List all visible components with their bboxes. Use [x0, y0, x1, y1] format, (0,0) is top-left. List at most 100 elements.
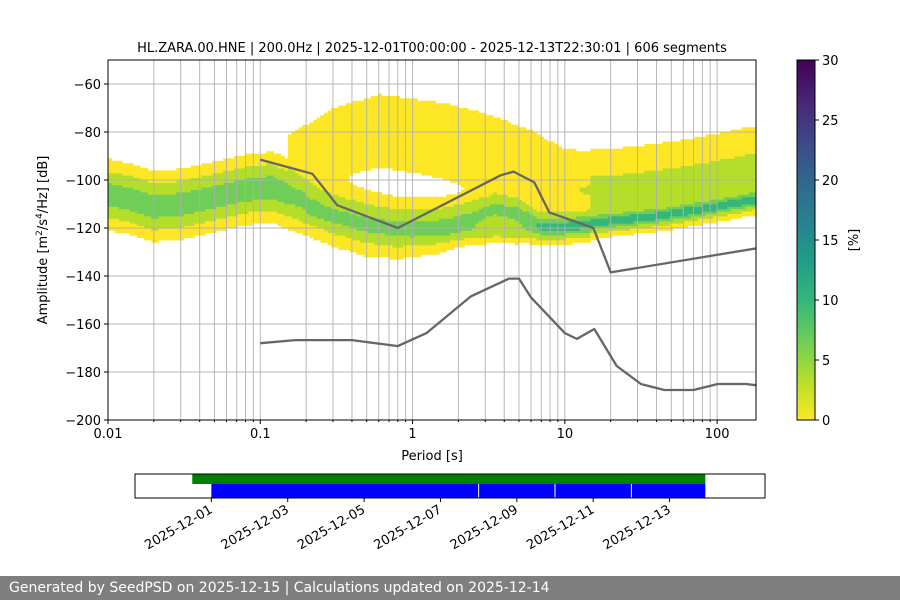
heatmap-cell — [424, 232, 429, 236]
heatmap-cell — [136, 172, 141, 176]
heatmap-cell — [266, 194, 271, 198]
heatmap-cell — [500, 132, 505, 135]
heatmap-cell — [399, 199, 404, 202]
heatmap-cell — [464, 175, 469, 178]
heatmap-cell — [457, 223, 462, 226]
heatmap-cell — [518, 211, 523, 214]
heatmap-cell — [493, 187, 498, 190]
heatmap-cell — [363, 132, 368, 135]
heatmap-cell — [338, 208, 343, 212]
heatmap-cell — [381, 196, 386, 200]
heatmap-cell — [324, 187, 328, 190]
heatmap-cell — [108, 199, 112, 202]
heatmap-cell — [421, 232, 426, 236]
heatmap-cell — [291, 182, 296, 186]
heatmap-cell — [414, 206, 418, 210]
heatmap-cell — [176, 237, 181, 241]
heatmap-cell — [162, 180, 166, 183]
heatmap-cell — [108, 175, 112, 178]
heatmap-cell — [118, 172, 123, 176]
heatmap-cell — [489, 165, 494, 169]
heatmap-cell — [432, 206, 436, 210]
heatmap-cell — [223, 175, 228, 178]
heatmap-cell — [302, 158, 307, 162]
heatmap-cell — [385, 141, 390, 145]
heatmap-cell — [216, 172, 220, 176]
heatmap-cell — [140, 192, 145, 195]
heatmap-cell — [133, 211, 138, 214]
heatmap-cell — [378, 163, 382, 166]
heatmap-cell — [334, 156, 339, 159]
heatmap-cell — [414, 165, 418, 169]
heatmap-cell — [360, 141, 364, 145]
heatmap-cell — [493, 189, 498, 193]
heatmap-cell — [374, 129, 379, 133]
heatmap-cell — [190, 180, 195, 183]
heatmap-cell — [226, 177, 231, 181]
heatmap-cell — [381, 232, 386, 236]
heatmap-cell — [180, 168, 184, 171]
heatmap-cell — [385, 163, 390, 166]
heatmap-cell — [468, 175, 472, 178]
heatmap-cell — [428, 129, 433, 133]
heatmap-cell — [442, 112, 447, 116]
heatmap-cell — [468, 168, 472, 171]
heatmap-cell — [284, 168, 289, 171]
heatmap-cell — [363, 144, 368, 147]
heatmap-cell — [133, 232, 138, 236]
heatmap-cell — [496, 230, 501, 234]
heatmap-cell — [334, 177, 339, 181]
heatmap-cell — [226, 201, 231, 205]
heatmap-cell — [482, 223, 487, 226]
heatmap-cell — [482, 206, 487, 210]
heatmap-cell — [136, 194, 141, 198]
heatmap-cell — [320, 230, 325, 234]
heatmap-cell — [468, 170, 472, 174]
heatmap-cell — [352, 144, 357, 147]
heatmap-cell — [388, 218, 393, 222]
heatmap-cell — [237, 218, 242, 222]
heatmap-cell — [442, 208, 447, 212]
heatmap-cell — [363, 141, 368, 145]
heatmap-cell — [309, 144, 314, 147]
heatmap-cell — [115, 223, 120, 226]
heatmap-cell — [435, 124, 440, 128]
heatmap-cell — [338, 115, 343, 118]
heatmap-cell — [504, 211, 508, 214]
heatmap-cell — [500, 187, 505, 190]
heatmap-cell — [446, 228, 451, 231]
heatmap-cell — [295, 199, 300, 202]
heatmap-cell — [450, 225, 454, 229]
heatmap-cell — [356, 148, 361, 152]
heatmap-cell — [424, 132, 429, 135]
heatmap-cell — [324, 124, 328, 128]
heatmap-cell — [108, 189, 112, 193]
heatmap-cell — [511, 163, 516, 166]
heatmap-cell — [457, 204, 462, 207]
heatmap-cell — [284, 163, 289, 166]
heatmap-cell — [381, 228, 386, 231]
heatmap-cell — [417, 156, 422, 159]
heatmap-cell — [126, 220, 130, 224]
heatmap-cell — [489, 192, 494, 195]
heatmap-cell — [140, 208, 145, 212]
heatmap-cell — [478, 112, 483, 116]
heatmap-cell — [496, 117, 501, 121]
heatmap-cell — [450, 117, 454, 121]
heatmap-cell — [392, 240, 397, 243]
heatmap-cell — [190, 194, 195, 198]
heatmap-cell — [381, 254, 386, 258]
heatmap-cell — [277, 158, 282, 162]
heatmap-cell — [262, 192, 267, 195]
heatmap-cell — [259, 153, 264, 157]
heatmap-cell — [511, 141, 516, 145]
heatmap-cell — [370, 163, 375, 166]
heatmap-cell — [316, 141, 321, 145]
heatmap-cell — [144, 196, 148, 200]
heatmap-cell — [435, 110, 440, 114]
heatmap-cell — [504, 124, 508, 128]
heatmap-cell — [129, 225, 134, 229]
heatmap-cell — [147, 177, 152, 181]
heatmap-cell — [500, 208, 505, 212]
heatmap-cell — [147, 216, 152, 219]
